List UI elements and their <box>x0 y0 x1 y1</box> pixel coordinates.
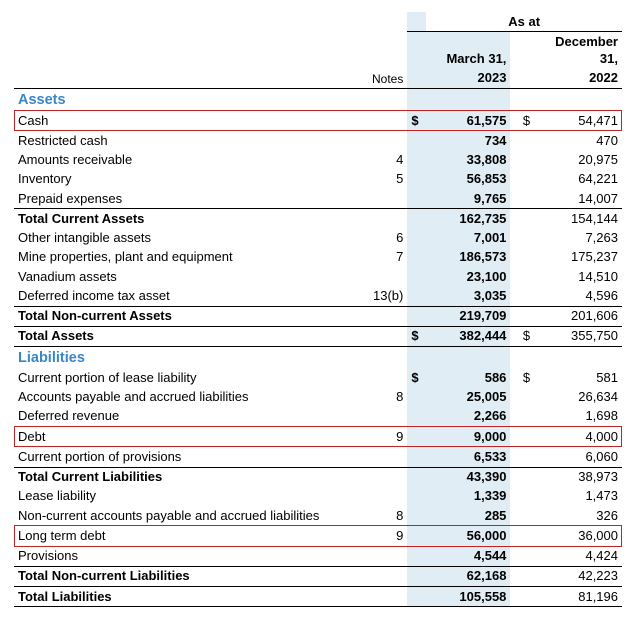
row-tcl: Total Current Liabilities43,39038,973 <box>14 467 622 487</box>
row-prov: Provisions4,5444,424 <box>14 546 622 566</box>
row-lease-nc: Lease liability1,3391,473 <box>14 487 622 506</box>
balance-sheet-table: As at March 31, December 31, Notes 2023 … <box>14 12 622 607</box>
row-prepaid: Prepaid expenses9,76514,007 <box>14 189 622 209</box>
row-inventory: Inventory556,85364,221 <box>14 170 622 189</box>
row-ppe: Mine properties, plant and equipment7186… <box>14 248 622 267</box>
row-tnca: Total Non-current Assets219,709201,606 <box>14 306 622 326</box>
row-defrev: Deferred revenue2,2661,698 <box>14 407 622 427</box>
header-col1-line2: 2023 <box>426 68 510 88</box>
header-col2-line1: December 31, <box>538 32 622 69</box>
row-restricted-cash: Restricted cash734470 <box>14 131 622 151</box>
row-intangibles: Other intangible assets67,0017,263 <box>14 229 622 248</box>
row-ap-nc: Non-current accounts payable and accrued… <box>14 506 622 526</box>
row-tl: Total Liabilities105,55881,196 <box>14 587 622 607</box>
row-ap: Accounts payable and accrued liabilities… <box>14 388 622 407</box>
section-assets: Assets <box>14 89 353 111</box>
header-col2-line2: 2022 <box>538 68 622 88</box>
row-dta: Deferred income tax asset13(b)3,0354,596 <box>14 286 622 306</box>
row-ar: Amounts receivable433,80820,975 <box>14 151 622 170</box>
row-ta: Total Assets$382,444$355,750 <box>14 326 622 346</box>
row-lease-current: Current portion of lease liability$586$5… <box>14 368 622 387</box>
row-cash: Cash $ 61,575 $ 54,471 <box>14 111 622 131</box>
row-ltdebt: Long term debt 9 56,000 36,000 <box>14 526 622 546</box>
row-vanadium: Vanadium assets23,10014,510 <box>14 267 622 286</box>
row-tca: Total Current Assets162,735154,144 <box>14 209 622 229</box>
section-liabilities: Liabilities <box>14 347 353 369</box>
row-debt: Debt 9 9,000 4,000 <box>14 427 622 447</box>
row-tncl: Total Non-current Liabilities62,16842,22… <box>14 566 622 586</box>
header-notes-label: Notes <box>353 68 408 88</box>
header-col1-line1: March 31, <box>426 32 510 69</box>
header-asat: As at <box>426 12 622 32</box>
row-prov-current: Current portion of provisions6,5336,060 <box>14 447 622 467</box>
